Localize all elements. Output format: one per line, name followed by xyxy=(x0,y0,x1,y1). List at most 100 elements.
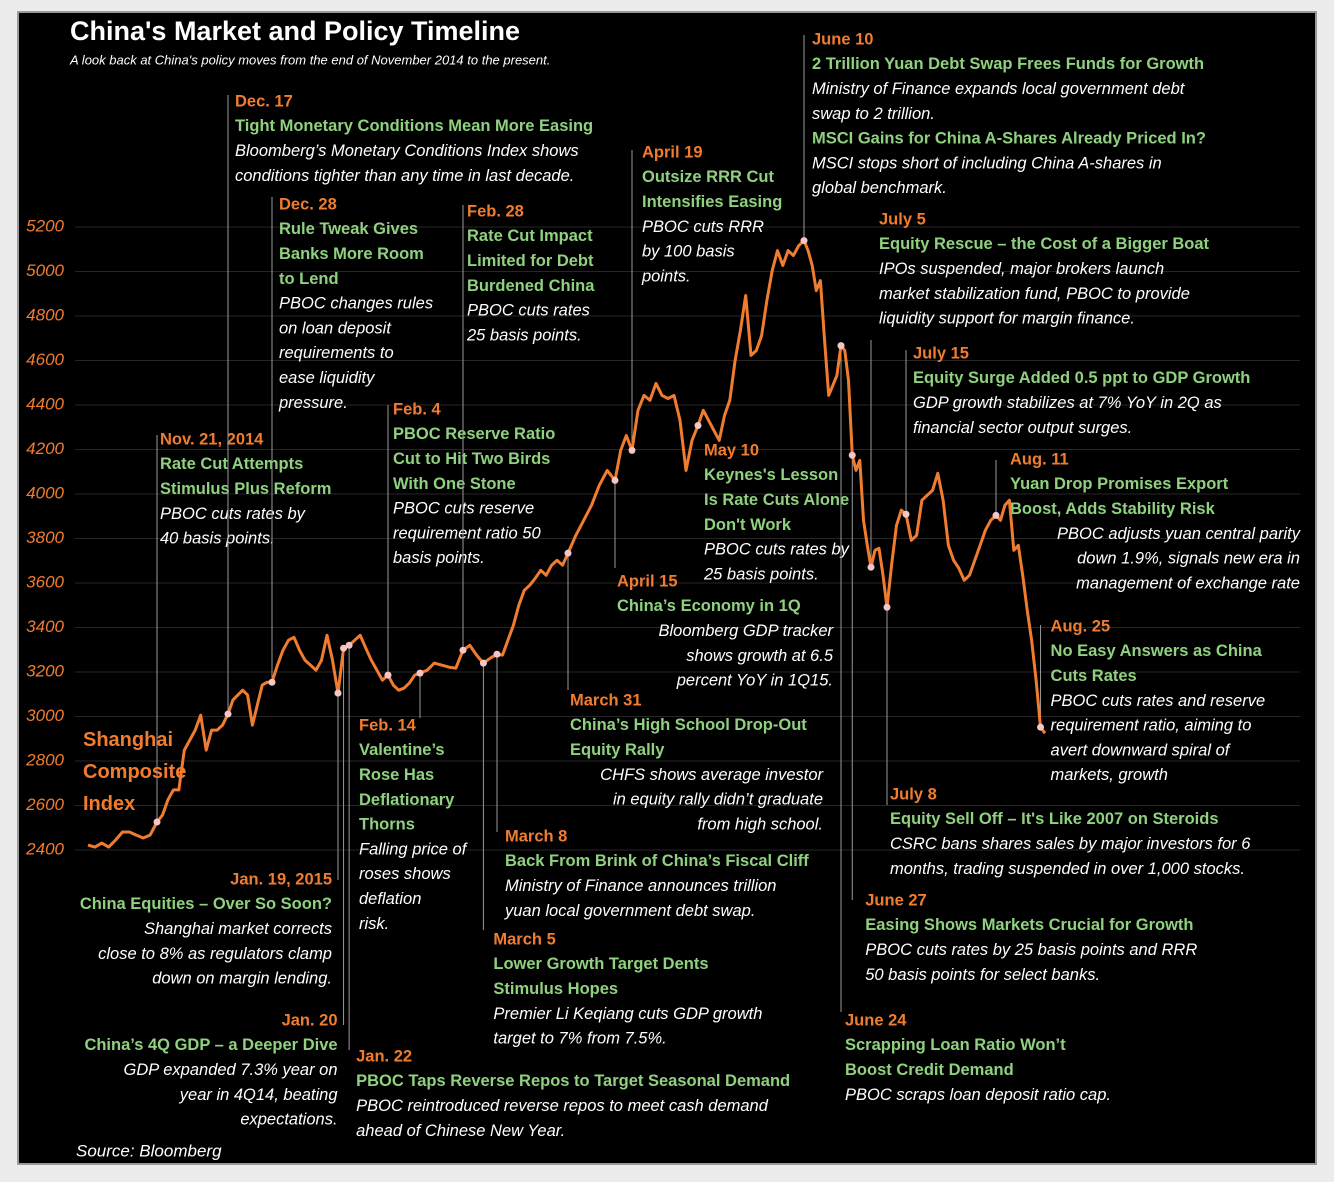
y-tick-label: 4200 xyxy=(26,439,64,458)
event-text: PBOC cuts reserve xyxy=(393,500,534,518)
event-marker xyxy=(224,710,232,718)
event-marker xyxy=(153,818,161,826)
event-text: PBOC cuts rates and reserve xyxy=(1051,692,1266,710)
event-marker xyxy=(992,511,1000,519)
event-text: Premier Li Keqiang cuts GDP growth xyxy=(493,1005,762,1023)
event-headline: With One Stone xyxy=(393,475,516,493)
event-headline: Boost Credit Demand xyxy=(845,1061,1014,1079)
event-text: PBOC scraps loan deposit ratio cap. xyxy=(845,1086,1111,1104)
event-headline: Rate Cut Attempts xyxy=(160,455,303,473)
event-text: PBOC cuts rates by xyxy=(160,505,307,523)
event-text: Ministry of Finance expands local govern… xyxy=(812,80,1186,98)
event-text: Bloomberg GDP tracker xyxy=(658,622,834,640)
event-date: Feb. 4 xyxy=(393,400,442,418)
event-headline: Rose Has xyxy=(359,766,434,784)
event-headline: MSCI Gains for China A-Shares Already Pr… xyxy=(812,130,1206,148)
event-marker xyxy=(628,446,636,454)
chart-background xyxy=(17,11,1317,1165)
event-text: deflation xyxy=(359,890,421,908)
event-text: expectations. xyxy=(240,1111,337,1129)
event-marker xyxy=(334,689,342,697)
event-date: May 10 xyxy=(704,441,759,459)
event-headline: No Easy Answers as China xyxy=(1051,642,1263,660)
event-headline: Equity Surge Added 0.5 ppt to GDP Growth xyxy=(913,369,1250,387)
event-date: Aug. 25 xyxy=(1051,617,1111,635)
event-headline: Valentine’s xyxy=(359,741,445,759)
event-headline: Equity Sell Off – It's Like 2007 on Ster… xyxy=(890,810,1219,828)
event-headline: Rule Tweak Gives xyxy=(279,220,418,238)
event-marker xyxy=(345,641,353,649)
event-headline: PBOC Reserve Ratio xyxy=(393,425,555,443)
event-headline: Banks More Room xyxy=(279,245,424,263)
event-text: yuan local government debt swap. xyxy=(504,902,755,920)
event-marker xyxy=(848,451,856,459)
event-date: April 15 xyxy=(617,572,678,590)
event-text: roses shows xyxy=(359,865,451,883)
event-date: June 27 xyxy=(865,891,926,909)
event-text: shows growth at 6.5 xyxy=(686,647,834,665)
event-text: PBOC cuts rates by xyxy=(704,541,851,559)
series-line xyxy=(87,239,1047,849)
event-marker xyxy=(883,603,891,611)
event-text: close to 8% as regulators clamp xyxy=(98,945,332,963)
event-headline: Stimulus Hopes xyxy=(493,980,618,998)
event-headline: Scrapping Loan Ratio Won’t xyxy=(845,1036,1066,1054)
event-date: July 15 xyxy=(913,344,969,362)
event-marker xyxy=(611,476,619,484)
event-marker xyxy=(902,510,910,518)
event-text: MSCI stops short of including China A-sh… xyxy=(812,154,1162,172)
y-tick-label: 4000 xyxy=(26,483,64,502)
event-headline: to Lend xyxy=(279,270,339,288)
event-text: avert downward spiral of xyxy=(1051,741,1232,759)
event-headline: Equity Rescue – the Cost of a Bigger Boa… xyxy=(879,235,1210,253)
event-text: Shanghai market corrects xyxy=(144,920,332,938)
event-text: 25 basis points. xyxy=(703,565,819,583)
event-text: on loan deposit xyxy=(279,319,392,337)
event-headline: PBOC Taps Reverse Repos to Target Season… xyxy=(356,1072,790,1090)
event-headline: Cut to Hit Two Birds xyxy=(393,450,550,468)
event-headline: Limited for Debt xyxy=(467,252,594,270)
event-text: swap to 2 trillion. xyxy=(812,105,935,123)
event-text: target to 7% from 7.5%. xyxy=(493,1030,666,1048)
event-date: March 31 xyxy=(570,691,642,709)
event-date: March 8 xyxy=(505,827,567,845)
event-text: liquidity support for margin finance. xyxy=(879,310,1135,328)
series-label: Shanghai Composite Index xyxy=(83,729,187,815)
y-tick-label: 3400 xyxy=(26,617,64,636)
event-text: months, trading suspended in over 1,000 … xyxy=(890,860,1245,878)
y-tick-label: 3200 xyxy=(26,661,64,680)
event-date: Dec. 17 xyxy=(235,92,293,110)
event-date: Jan. 19, 2015 xyxy=(230,870,332,888)
event-text: market stabilization fund, PBOC to provi… xyxy=(879,285,1190,303)
event-text: IPOs suspended, major brokers launch xyxy=(879,260,1164,278)
event-text: in equity rally didn’t graduate xyxy=(613,791,823,809)
event-headline: 2 Trillion Yuan Debt Swap Frees Funds fo… xyxy=(812,55,1204,73)
event-text: markets, growth xyxy=(1051,766,1168,784)
event-text: requirement ratio 50 xyxy=(393,524,541,542)
event-headline: China’s Economy in 1Q xyxy=(617,597,801,615)
event-text: year in 4Q14, beating xyxy=(179,1086,339,1104)
event-text: risk. xyxy=(359,915,389,933)
event-headline: Stimulus Plus Reform xyxy=(160,480,331,498)
event-text: PBOC changes rules xyxy=(279,295,433,313)
event-headline: Thorns xyxy=(359,816,415,834)
event-headline: Keynes's Lesson xyxy=(704,466,838,484)
event-text: PBOC cuts rates by 25 basis points and R… xyxy=(865,941,1197,959)
event-marker xyxy=(837,342,845,350)
event-text: percent YoY in 1Q15. xyxy=(676,672,833,690)
event-headline: Burdened China xyxy=(467,277,595,295)
event-date: Jan. 20 xyxy=(282,1011,338,1029)
event-headline: China’s 4Q GDP – a Deeper Dive xyxy=(84,1036,337,1054)
event-headline: China’s High School Drop-Out xyxy=(570,716,807,734)
event-text: requirement ratio, aiming to xyxy=(1051,717,1252,735)
event-text: ease liquidity xyxy=(279,369,376,387)
event-headline: Equity Rally xyxy=(570,741,665,759)
event-text: GDP expanded 7.3% year on xyxy=(124,1061,338,1079)
chart-subtitle: A look back at China's policy moves from… xyxy=(69,52,550,67)
event-text: 40 basis points. xyxy=(160,530,275,548)
event-date: July 5 xyxy=(879,210,926,228)
event-text: PBOC cuts rates xyxy=(467,302,590,320)
event-date: March 5 xyxy=(493,930,555,948)
event-date: Dec. 28 xyxy=(279,195,337,213)
